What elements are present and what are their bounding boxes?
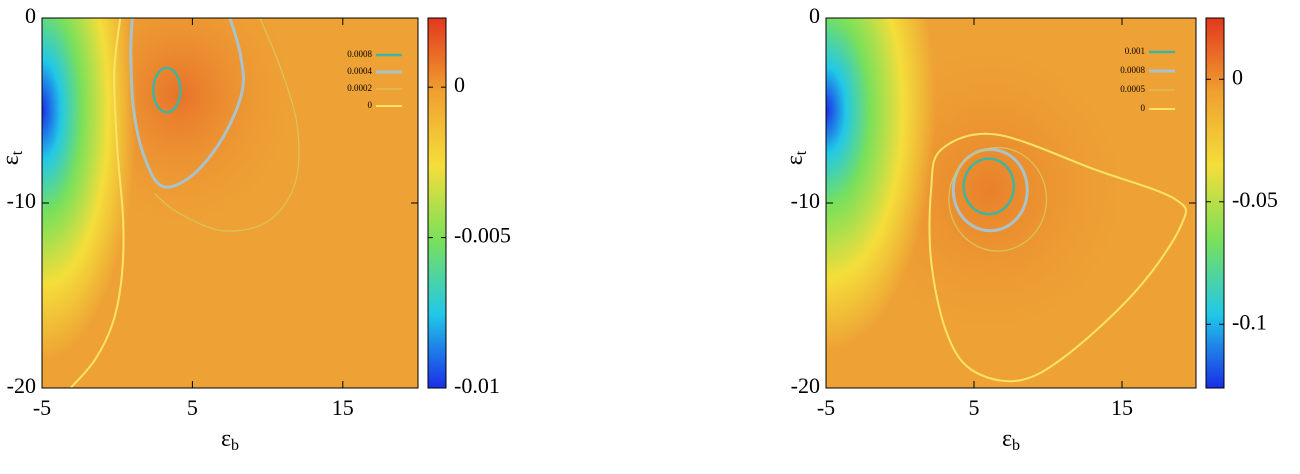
x-tick-label: -5 xyxy=(817,395,835,420)
legend-label: 0.0004 xyxy=(347,66,372,76)
heatmap xyxy=(826,18,1196,388)
colorbar-tick-label: -0.005 xyxy=(454,223,511,248)
legend-label: 0.0005 xyxy=(1120,84,1145,94)
legend-label: 0.001 xyxy=(1125,46,1145,56)
x-tick-label: 15 xyxy=(332,395,354,420)
x-axis-subscript: b xyxy=(231,437,239,454)
legend-label: 0 xyxy=(1141,103,1146,113)
x-axis-label: εb xyxy=(221,426,239,454)
colorbar-tick-label: 0 xyxy=(1232,64,1243,89)
y-tick-label: -10 xyxy=(7,188,36,213)
y-axis-label: εt xyxy=(782,150,810,165)
colorbar xyxy=(427,17,447,389)
x-tick-label: 5 xyxy=(187,395,198,420)
colorbar xyxy=(1205,17,1225,389)
x-tick-label: 15 xyxy=(1111,395,1133,420)
y-tick-label: 0 xyxy=(25,3,36,28)
y-axis-label: εt xyxy=(0,150,26,165)
legend-label: 0 xyxy=(368,100,373,110)
contour-line xyxy=(154,18,300,232)
contour-line xyxy=(69,18,125,388)
legend-label: 0.0008 xyxy=(1120,65,1145,75)
legend-label: 0.0008 xyxy=(347,49,372,59)
legend-label: 0.0002 xyxy=(347,83,372,93)
x-axis-subscript: b xyxy=(1012,437,1020,454)
colorbar-tick-label: -0.1 xyxy=(1232,309,1267,334)
contour-line xyxy=(948,146,1048,252)
y-tick-label: -10 xyxy=(791,188,820,213)
colorbar-tick-label: 0 xyxy=(454,72,465,97)
y-axis-symbol: ε xyxy=(782,155,808,165)
contours xyxy=(928,132,1188,383)
x-tick-label: -5 xyxy=(33,395,51,420)
y-axis-symbol: ε xyxy=(0,155,24,165)
colorbar-tick-label: -0.05 xyxy=(1232,187,1278,212)
heatmap xyxy=(42,18,418,388)
contour-line xyxy=(962,157,1016,216)
contour-line xyxy=(152,66,182,114)
colorbar-tick-label: -0.01 xyxy=(454,373,500,398)
contours xyxy=(69,18,300,388)
x-axis-symbol: ε xyxy=(221,426,231,452)
contour-line xyxy=(928,132,1188,383)
y-axis-subscript: t xyxy=(793,150,810,155)
x-tick-label: 5 xyxy=(969,395,980,420)
y-tick-label: -20 xyxy=(791,373,820,398)
x-axis-symbol: ε xyxy=(1002,426,1012,452)
x-axis-label: εb xyxy=(1002,426,1020,454)
y-axis-subscript: t xyxy=(9,150,26,155)
contour-line xyxy=(951,147,1029,233)
contour-line xyxy=(129,18,245,189)
y-tick-label: -20 xyxy=(7,373,36,398)
y-tick-label: 0 xyxy=(809,3,820,28)
